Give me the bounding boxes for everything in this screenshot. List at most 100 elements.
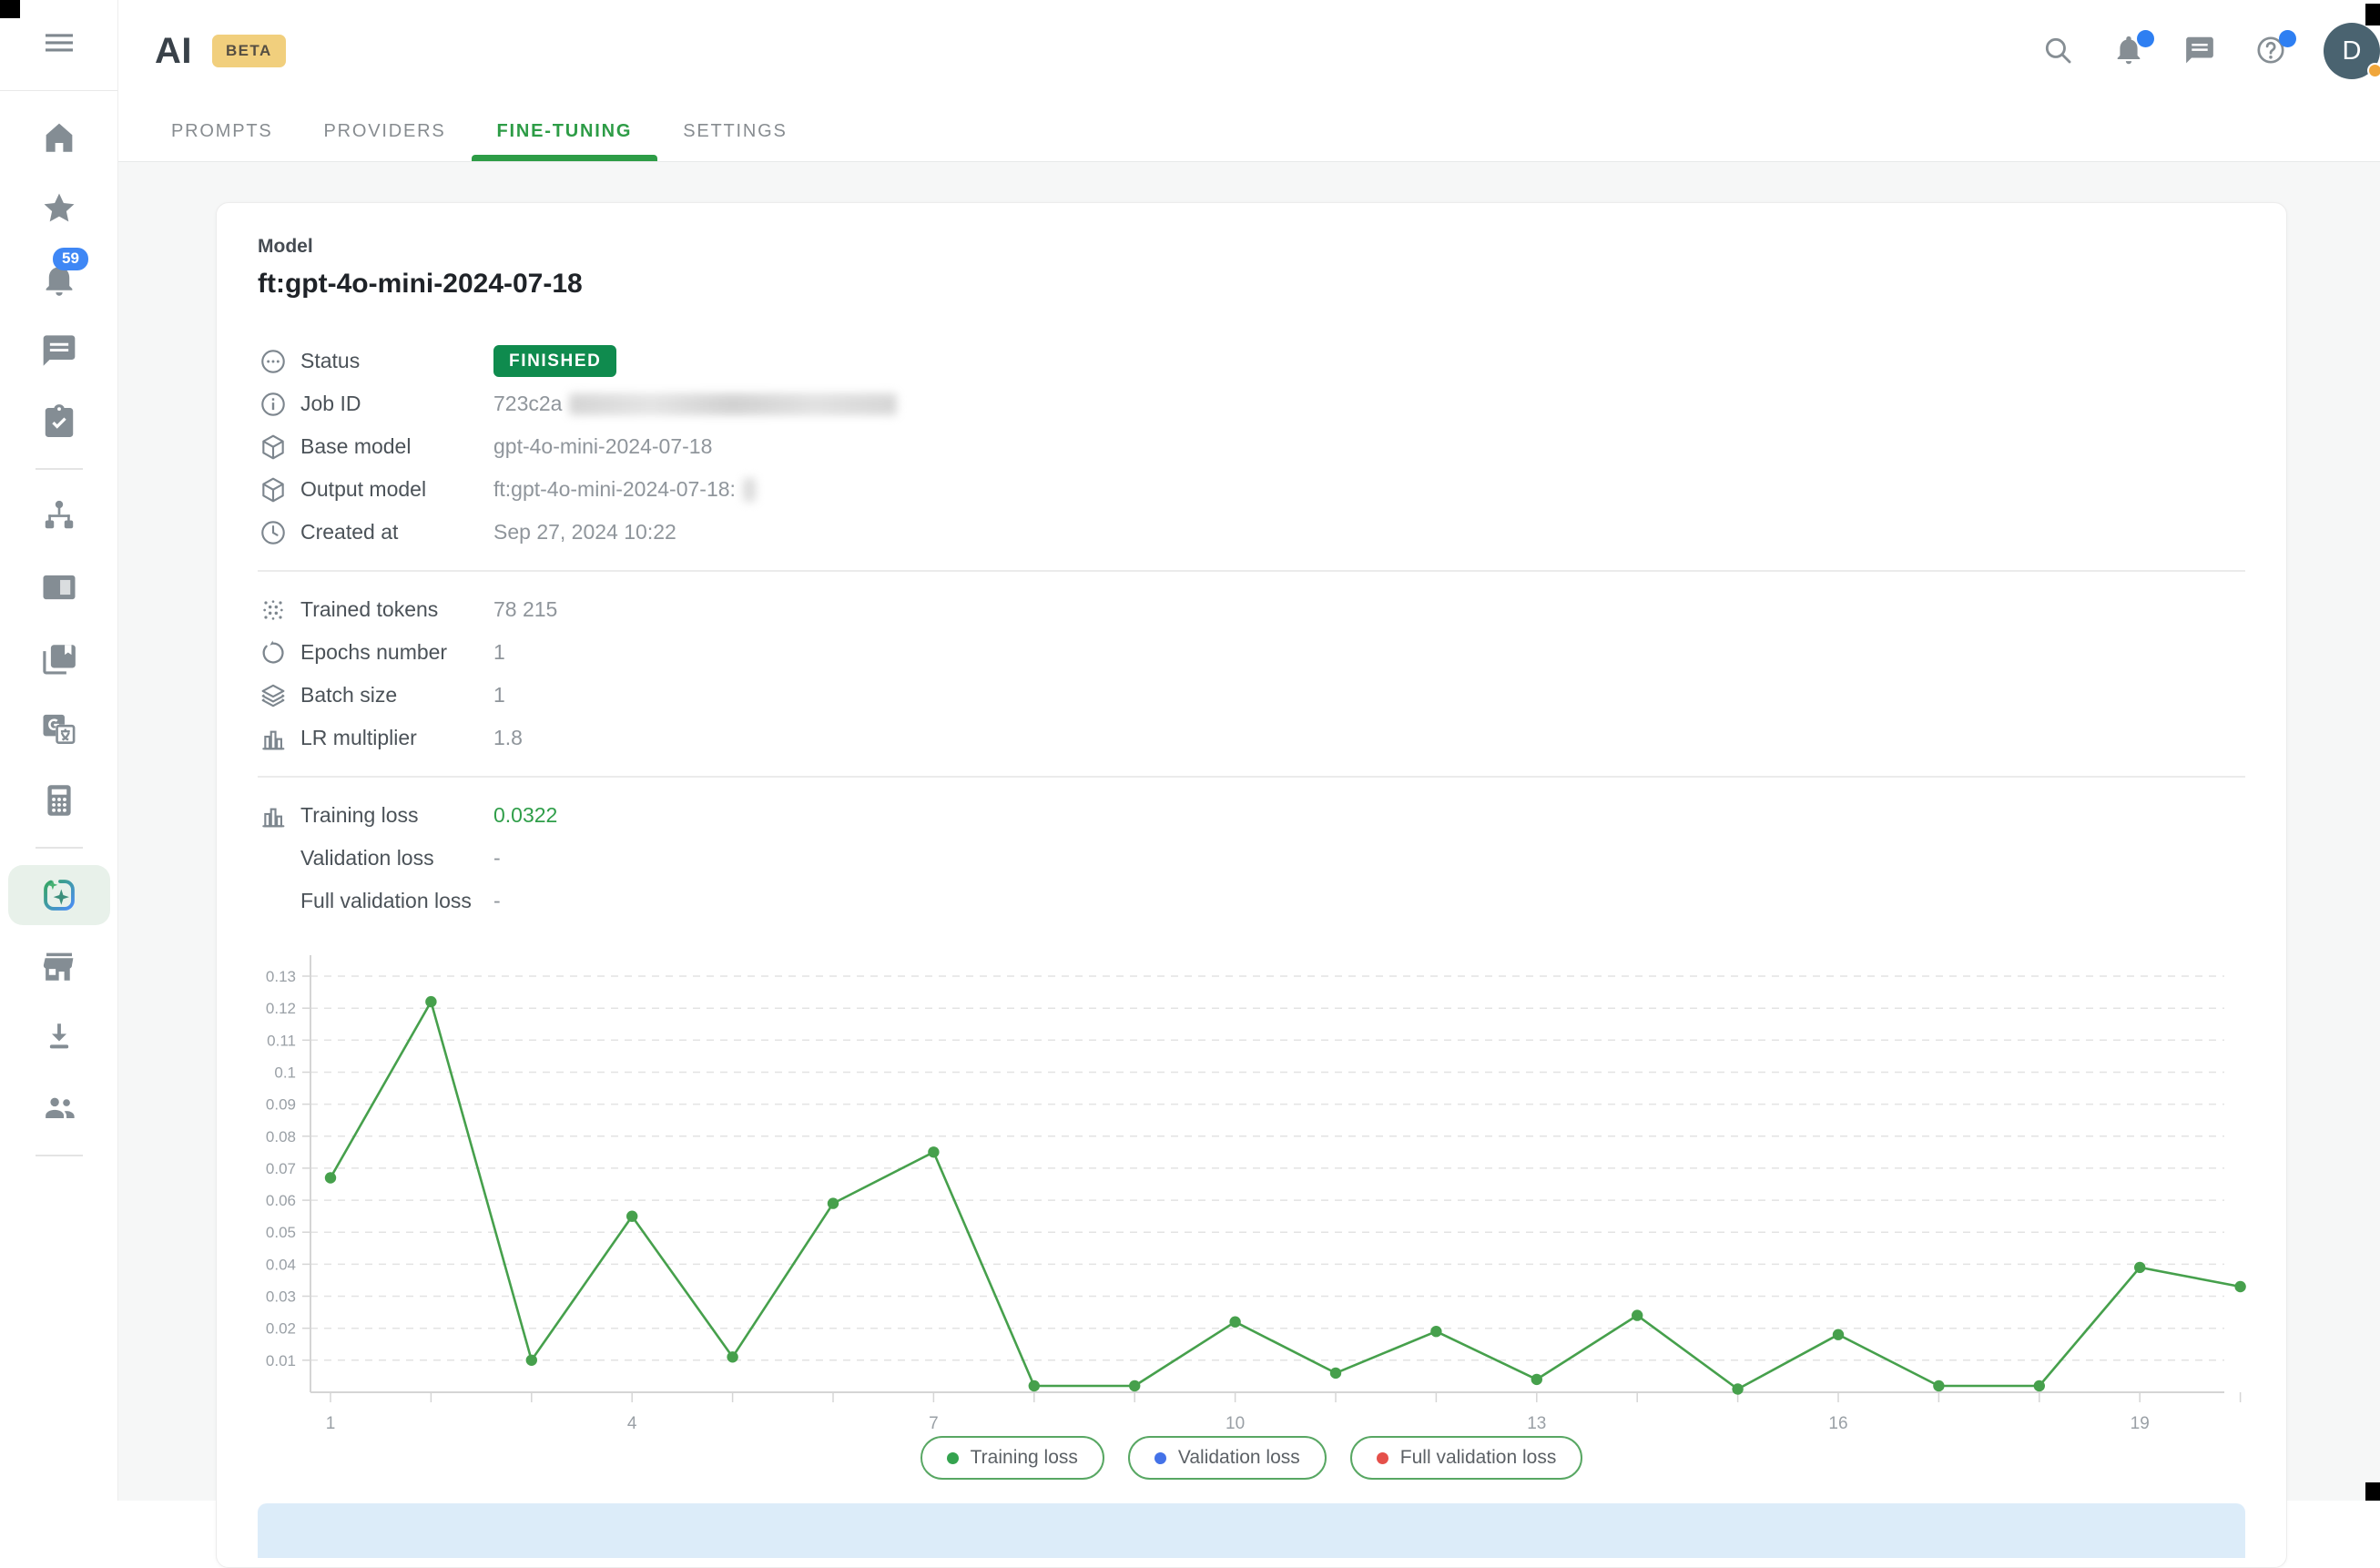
detail-row: LR multiplier 1.8: [258, 717, 2245, 759]
model-title: ft:gpt-4o-mini-2024-07-18: [258, 269, 583, 299]
panel-icon: [40, 568, 78, 606]
icon-spacer: [258, 886, 289, 917]
svg-text:7: 7: [929, 1414, 939, 1433]
help-icon: [2254, 34, 2289, 66]
row-value: 1: [493, 640, 505, 664]
svg-text:0.1: 0.1: [274, 1064, 296, 1082]
legend-label: Full validation loss: [1399, 1447, 1557, 1468]
active-item-highlight: [7, 865, 110, 925]
tab-providers[interactable]: PROVIDERS: [323, 120, 446, 141]
sidebar-item-favorites[interactable]: [0, 173, 117, 244]
sidebar-item-users[interactable]: [0, 1073, 117, 1144]
detail-row: Training loss 0.0322: [258, 794, 2245, 837]
tab-prompts[interactable]: PROMPTS: [171, 120, 273, 141]
help-button[interactable]: [2254, 30, 2296, 68]
row-label: Validation loss: [300, 846, 434, 870]
translate-icon: [40, 710, 78, 748]
detail-row: Base model gpt-4o-mini-2024-07-18: [258, 425, 2245, 468]
svg-text:0.03: 0.03: [266, 1288, 296, 1306]
screen-artifact: [2365, 1482, 2380, 1501]
row-value: ft:gpt-4o-mini-2024-07-18:: [493, 477, 756, 502]
row-label: Trained tokens: [300, 597, 439, 621]
avatar-status-dot: [2367, 63, 2380, 78]
row-value: -: [493, 889, 501, 912]
menu-button[interactable]: [0, 0, 117, 90]
sidebar-item-panels[interactable]: [0, 552, 117, 623]
svg-text:0.07: 0.07: [266, 1160, 296, 1177]
sidebar-item-translate[interactable]: [0, 694, 117, 765]
notification-dot: [2137, 30, 2154, 47]
epochs-icon: [258, 637, 289, 668]
sidebar-item-calculator[interactable]: [0, 765, 117, 836]
sidebar-item-tasks[interactable]: [0, 386, 117, 457]
detail-row: Output model ft:gpt-4o-mini-2024-07-18:: [258, 468, 2245, 511]
header: AI BETA D PROMPTS PROVIDERS FINE-TUNING SET…: [118, 0, 2380, 162]
row-value: gpt-4o-mini-2024-07-18: [493, 434, 713, 458]
svg-text:1: 1: [326, 1414, 336, 1433]
home-icon: [40, 118, 78, 157]
search-button[interactable]: [2041, 34, 2076, 68]
svg-text:16: 16: [1828, 1414, 1847, 1433]
sidebar-divider: [35, 468, 83, 470]
barchart-icon: [258, 800, 289, 831]
app-logo: AI: [155, 30, 192, 71]
legend-dot-icon: [946, 1451, 959, 1464]
bell-icon: [40, 260, 78, 299]
avatar-initial: D: [2342, 36, 2362, 66]
svg-text:10: 10: [1226, 1414, 1245, 1433]
notifications-button[interactable]: [2112, 30, 2154, 68]
status-badge: FINISHED: [493, 345, 617, 377]
bell-icon: [2112, 34, 2147, 66]
clock-icon: [258, 517, 289, 548]
sidebar: 59: [0, 0, 118, 1501]
detail-row: Full validation loss -: [258, 880, 2245, 922]
sidebar-divider: [0, 90, 117, 91]
legend-toggle-training-loss[interactable]: Training loss: [920, 1436, 1104, 1480]
detail-row: Job ID 723c2a: [258, 382, 2245, 425]
calculator-icon: [40, 781, 78, 820]
sidebar-nav: 59: [0, 91, 117, 1156]
task-icon: [40, 402, 78, 441]
svg-text:19: 19: [2131, 1414, 2150, 1433]
loss-rows: Training loss 0.0322 Validation loss - Full …: [258, 794, 2245, 922]
detail-row: Trained tokens 78 215: [258, 588, 2245, 631]
sidebar-item-downloads[interactable]: [0, 1002, 117, 1073]
tab-fine-tuning[interactable]: FINE-TUNING: [471, 101, 658, 161]
sidebar-item-store[interactable]: [0, 931, 117, 1002]
loss-chart: 0.01 0.02 0.03 0.04 0.05 0.06 0.07 0.08 0.09 0.1 0…: [258, 937, 2246, 1447]
sidebar-item-library[interactable]: [0, 623, 117, 694]
info-icon: [258, 389, 289, 420]
avatar[interactable]: D: [2324, 23, 2380, 79]
row-value: 1.8: [493, 726, 523, 749]
sidebar-item-notifications[interactable]: 59: [0, 244, 117, 315]
detail-row: Batch size 1: [258, 674, 2245, 717]
row-value: -: [493, 846, 501, 870]
search-icon: [2041, 34, 2076, 66]
beta-badge: BETA: [212, 35, 286, 67]
legend-toggle-validation-loss[interactable]: Validation loss: [1127, 1436, 1327, 1480]
svg-text:0.06: 0.06: [266, 1192, 296, 1209]
icon-spacer: [258, 843, 289, 874]
row-label: Job ID: [300, 392, 361, 415]
sidebar-item-home[interactable]: [0, 102, 117, 173]
sidebar-item-messages[interactable]: [0, 315, 117, 386]
sidebar-item-ai[interactable]: [0, 860, 117, 931]
param-rows: Trained tokens 78 215 Epochs number 1 Batch …: [258, 588, 2245, 759]
row-label: Batch size: [300, 683, 398, 707]
legend-toggle-full-validation-loss[interactable]: Full validation loss: [1349, 1436, 1583, 1480]
row-label: LR multiplier: [300, 726, 417, 749]
detail-row: Created at Sep 27, 2024 10:22: [258, 511, 2245, 554]
sidebar-item-workflows[interactable]: [0, 481, 117, 552]
tab-settings[interactable]: SETTINGS: [683, 120, 788, 141]
tabs: PROMPTS PROVIDERS FINE-TUNING SETTINGS: [118, 101, 813, 161]
row-value: 0.0322: [493, 803, 558, 827]
hamburger-icon: [41, 25, 77, 66]
legend-label: Validation loss: [1177, 1447, 1300, 1468]
barchart-icon: [258, 723, 289, 754]
messages-button[interactable]: [2183, 34, 2218, 68]
svg-text:0.08: 0.08: [266, 1128, 296, 1145]
svg-text:0.05: 0.05: [266, 1224, 296, 1241]
svg-text:13: 13: [1527, 1414, 1546, 1433]
people-icon: [40, 1089, 78, 1127]
sidebar-divider: [35, 1155, 83, 1156]
